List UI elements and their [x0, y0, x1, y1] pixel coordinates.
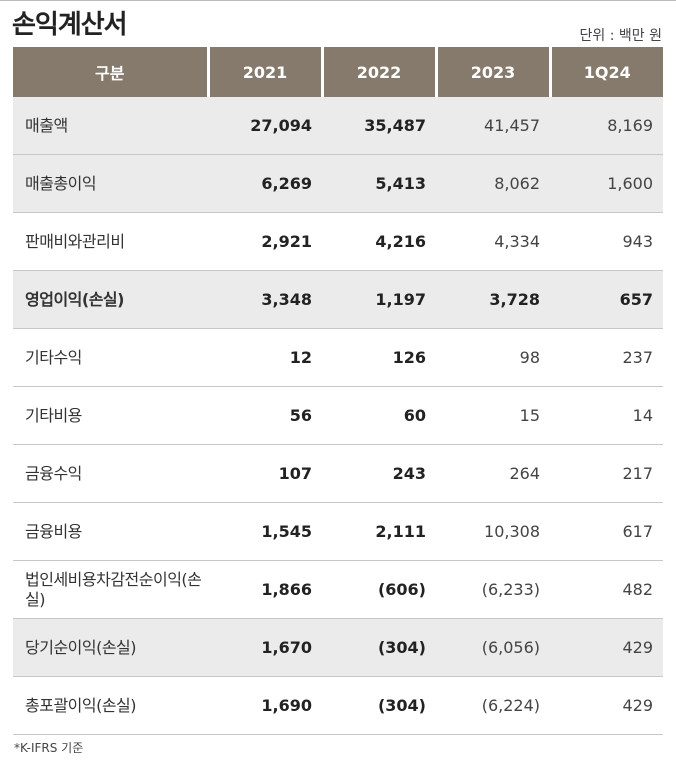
row-value: (6,233) — [436, 560, 550, 619]
row-value: 2,111 — [322, 502, 436, 561]
row-label: 매출액 — [13, 97, 208, 155]
page-title: 손익계산서 — [12, 10, 128, 40]
footnote: *K-IFRS 기준 — [14, 741, 84, 755]
row-value: 657 — [550, 270, 663, 329]
header-row: 구분 2021 2022 2023 1Q24 — [13, 47, 663, 97]
row-value: (6,056) — [436, 618, 550, 677]
row-value: 1,690 — [208, 676, 322, 735]
top-rule — [0, 0, 676, 1]
row-value: 56 — [208, 386, 322, 445]
row-value: (606) — [322, 560, 436, 619]
income-statement-table: 구분 2021 2022 2023 1Q24 매출액 27,094 35,487 41… — [13, 47, 663, 735]
row-value: 3,348 — [208, 270, 322, 329]
row-value: 1,866 — [208, 560, 322, 619]
row-label: 법인세비용차감전순이익(손실) — [13, 560, 208, 619]
table-row: 총포괄이익(손실) 1,690 (304) (6,224) 429 — [13, 676, 663, 735]
table-row: 당기순이익(손실) 1,670 (304) (6,056) 429 — [13, 618, 663, 677]
header-2023: 2023 — [436, 47, 552, 97]
table-row: 금융수익 107 243 264 217 — [13, 444, 663, 503]
row-value: 243 — [322, 444, 436, 503]
row-label: 금융수익 — [13, 444, 208, 503]
table-row: 기타비용 56 60 15 14 — [13, 386, 663, 445]
row-value: 8,062 — [436, 154, 550, 213]
table-row: 매출총이익 6,269 5,413 8,062 1,600 — [13, 154, 663, 213]
row-value: 4,216 — [322, 212, 436, 271]
row-value: 617 — [550, 502, 663, 561]
row-value: 41,457 — [436, 97, 550, 155]
row-label: 기타비용 — [13, 386, 208, 445]
row-value: 98 — [436, 328, 550, 387]
row-label: 당기순이익(손실) — [13, 618, 208, 677]
table-row: 영업이익(손실) 3,348 1,197 3,728 657 — [13, 270, 663, 329]
table-row: 법인세비용차감전순이익(손실) 1,866 (606) (6,233) 482 — [13, 560, 663, 619]
row-label: 총포괄이익(손실) — [13, 676, 208, 735]
row-value: 14 — [550, 386, 663, 445]
row-value: 264 — [436, 444, 550, 503]
row-value: 237 — [550, 328, 663, 387]
header-1q24: 1Q24 — [550, 47, 663, 97]
row-value: 1,545 — [208, 502, 322, 561]
table-row: 기타수익 12 126 98 237 — [13, 328, 663, 387]
header-2022: 2022 — [322, 47, 438, 97]
row-value: 35,487 — [322, 97, 436, 155]
row-value: 482 — [550, 560, 663, 619]
row-value: 15 — [436, 386, 550, 445]
row-label: 영업이익(손실) — [13, 270, 208, 329]
row-value: 217 — [550, 444, 663, 503]
row-label: 금융비용 — [13, 502, 208, 561]
row-value: 429 — [550, 618, 663, 677]
row-value: 126 — [322, 328, 436, 387]
row-value: 10,308 — [436, 502, 550, 561]
table-row: 금융비용 1,545 2,111 10,308 617 — [13, 502, 663, 561]
row-value: 107 — [208, 444, 322, 503]
row-value: 3,728 — [436, 270, 550, 329]
row-value: 1,600 — [550, 154, 663, 213]
row-value: (304) — [322, 676, 436, 735]
row-value: (6,224) — [436, 676, 550, 735]
row-value: 6,269 — [208, 154, 322, 213]
row-value: 8,169 — [550, 97, 663, 155]
row-value: 943 — [550, 212, 663, 271]
row-value: (304) — [322, 618, 436, 677]
row-value: 2,921 — [208, 212, 322, 271]
row-value: 1,197 — [322, 270, 436, 329]
row-label: 기타수익 — [13, 328, 208, 387]
row-value: 5,413 — [322, 154, 436, 213]
row-value: 429 — [550, 676, 663, 735]
header-2021: 2021 — [208, 47, 324, 97]
row-value: 1,670 — [208, 618, 322, 677]
table-row: 매출액 27,094 35,487 41,457 8,169 — [13, 97, 663, 155]
row-value: 4,334 — [436, 212, 550, 271]
row-label: 매출총이익 — [13, 154, 208, 213]
row-value: 12 — [208, 328, 322, 387]
row-label: 판매비와관리비 — [13, 212, 208, 271]
table-row: 판매비와관리비 2,921 4,216 4,334 943 — [13, 212, 663, 271]
row-value: 27,094 — [208, 97, 322, 155]
row-value: 60 — [322, 386, 436, 445]
header-category: 구분 — [13, 47, 210, 97]
unit-label: 단위 : 백만 원 — [579, 28, 662, 44]
